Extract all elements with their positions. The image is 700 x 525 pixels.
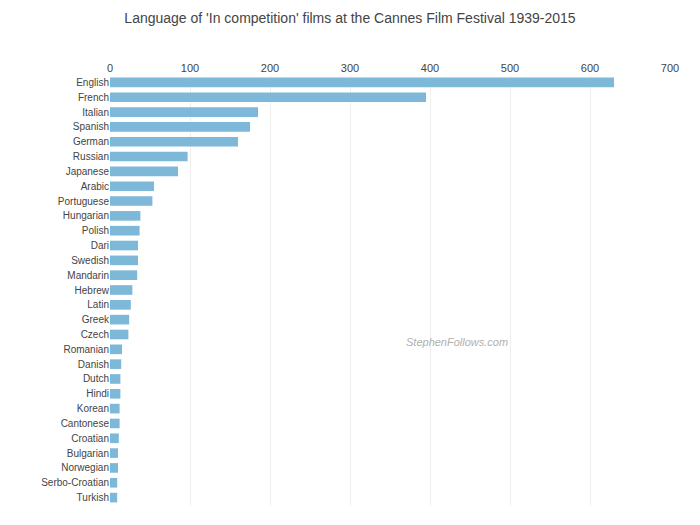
svg-text:Greek: Greek bbox=[82, 314, 110, 325]
svg-text:Dari: Dari bbox=[91, 240, 109, 251]
svg-text:Swedish: Swedish bbox=[71, 255, 109, 266]
svg-text:Czech: Czech bbox=[81, 329, 109, 340]
svg-text:Norwegian: Norwegian bbox=[61, 462, 109, 473]
svg-text:400: 400 bbox=[421, 62, 439, 74]
svg-text:StephenFollows.com: StephenFollows.com bbox=[406, 336, 508, 348]
svg-text:Dutch: Dutch bbox=[83, 373, 109, 384]
svg-text:200: 200 bbox=[261, 62, 279, 74]
svg-text:Hungarian: Hungarian bbox=[63, 210, 109, 221]
svg-text:Language of 'In competition' f: Language of 'In competition' films at th… bbox=[124, 10, 575, 26]
svg-text:Danish: Danish bbox=[78, 359, 109, 370]
svg-text:Turkish: Turkish bbox=[77, 492, 109, 503]
svg-text:0: 0 bbox=[107, 62, 113, 74]
svg-text:German: German bbox=[73, 136, 109, 147]
svg-text:Hindi: Hindi bbox=[86, 388, 109, 399]
svg-text:English: English bbox=[76, 77, 109, 88]
svg-text:Bulgarian: Bulgarian bbox=[67, 448, 109, 459]
svg-text:Arabic: Arabic bbox=[81, 181, 109, 192]
svg-text:Latin: Latin bbox=[87, 299, 109, 310]
svg-text:Spanish: Spanish bbox=[73, 121, 109, 132]
svg-text:Cantonese: Cantonese bbox=[61, 418, 110, 429]
svg-text:Croatian: Croatian bbox=[71, 433, 109, 444]
svg-text:Korean: Korean bbox=[77, 403, 109, 414]
svg-text:Japanese: Japanese bbox=[66, 166, 110, 177]
svg-text:Russian: Russian bbox=[73, 151, 109, 162]
svg-text:Italian: Italian bbox=[82, 107, 109, 118]
svg-text:Polish: Polish bbox=[82, 225, 109, 236]
svg-text:600: 600 bbox=[581, 62, 599, 74]
svg-text:French: French bbox=[78, 92, 109, 103]
svg-text:Hebrew: Hebrew bbox=[75, 285, 110, 296]
svg-text:Serbo-Croatian: Serbo-Croatian bbox=[41, 477, 109, 488]
svg-text:100: 100 bbox=[181, 62, 199, 74]
svg-text:Romanian: Romanian bbox=[63, 344, 109, 355]
svg-text:Mandarin: Mandarin bbox=[67, 270, 109, 281]
svg-text:Portuguese: Portuguese bbox=[58, 196, 110, 207]
svg-text:500: 500 bbox=[501, 62, 519, 74]
svg-text:700: 700 bbox=[661, 62, 679, 74]
svg-text:300: 300 bbox=[341, 62, 359, 74]
